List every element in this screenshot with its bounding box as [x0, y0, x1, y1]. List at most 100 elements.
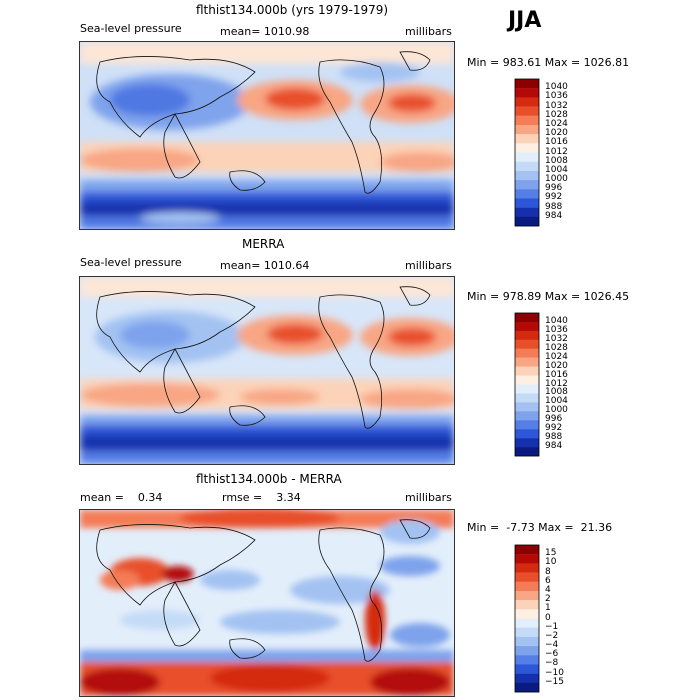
- panel-2-units-label: millibars: [405, 259, 452, 272]
- colorbar-swatch: [515, 636, 539, 647]
- colorbar-swatch: [515, 198, 539, 208]
- colorbar-swatch: [515, 590, 539, 601]
- colorbar-tick-label: 6: [545, 575, 551, 586]
- colorbar-swatch: [515, 618, 539, 628]
- colorbar-swatch: [515, 420, 539, 430]
- colorbar-tick-label: 1040: [545, 82, 568, 93]
- colorbar-swatch: [515, 180, 539, 190]
- colorbar-tick-label: 1020: [545, 360, 568, 371]
- colorbar-tick-label: 2: [545, 594, 551, 605]
- panel-2-colorbar: 1040 1036 1032 1028 1024 1020 1016 1012 1008 1004…: [514, 312, 568, 461]
- colorbar-tick-label: −8: [545, 658, 559, 669]
- colorbar-swatch: [515, 402, 539, 412]
- colorbar-swatch: [515, 655, 539, 665]
- colorbar-tick-label: 0: [545, 612, 551, 623]
- colorbar-swatch: [515, 143, 539, 153]
- colorbar-tick-label: 1024: [545, 118, 568, 129]
- colorbar-tick-label: 1004: [545, 164, 568, 175]
- colorbar-tick-label: 1016: [545, 369, 568, 380]
- colorbar-swatch: [515, 429, 539, 439]
- colorbar-swatch: [515, 170, 539, 181]
- colorbar-swatch: [515, 581, 539, 592]
- panel-2-variable-label: Sea-level pressure: [80, 256, 182, 269]
- colorbar-tick-label: 1000: [545, 405, 568, 416]
- colorbar-tick-label: 988: [545, 432, 563, 443]
- colorbar-tick-label: 1036: [545, 91, 568, 102]
- colorbar-tick-label: 1028: [545, 342, 568, 353]
- colorbar-swatch: [515, 207, 539, 218]
- colorbar-tick-label: −6: [545, 649, 559, 660]
- panel-3-map: [79, 509, 455, 697]
- panel-1-mean-label: mean= 1010.98: [220, 25, 310, 38]
- colorbar-swatch: [515, 411, 539, 421]
- colorbar-swatch: [515, 348, 539, 358]
- panel-1-units-label: millibars: [405, 25, 452, 38]
- colorbar-swatch: [515, 375, 539, 385]
- colorbar-tick-label: −2: [545, 630, 559, 641]
- panel-3-units-label: millibars: [405, 491, 452, 504]
- panel-1-colorbar: 1040 1036 1032 1028 1024 1020 1016 1012 1008 1004…: [514, 78, 568, 231]
- colorbar-swatch: [515, 393, 539, 403]
- colorbar-swatch: [515, 384, 539, 394]
- colorbar-swatch: [515, 646, 539, 656]
- panel-3-mean-label: mean = 0.34: [80, 491, 163, 504]
- colorbar-swatch: [515, 106, 539, 116]
- colorbar-swatch: [515, 673, 539, 684]
- colorbar-tick-label: 988: [545, 201, 563, 212]
- colorbar-swatch: [515, 161, 539, 172]
- colorbar-swatch: [515, 609, 539, 619]
- colorbar-tick-label: 4: [545, 584, 551, 595]
- colorbar-swatch: [515, 339, 539, 349]
- colorbar-tick-label: 15: [545, 548, 557, 559]
- colorbar-swatch: [515, 563, 539, 573]
- colorbar-swatch: [515, 627, 539, 638]
- colorbar-swatch: [515, 545, 539, 555]
- colorbar-tick-label: 1032: [545, 333, 568, 344]
- colorbar-tick-label: 992: [545, 423, 563, 434]
- panel-1-variable-label: Sea-level pressure: [80, 22, 182, 35]
- colorbar-swatch: [515, 189, 539, 199]
- colorbar-tick-label: 1020: [545, 128, 568, 139]
- colorbar-tick-label: 1036: [545, 324, 568, 335]
- panel-3-minmax: Min = -7.73 Max = 21.36: [467, 521, 613, 534]
- colorbar-tick-label: −1: [545, 621, 559, 632]
- colorbar-swatch: [515, 600, 539, 610]
- colorbar-swatch: [515, 321, 539, 332]
- colorbar-tick-label: 1008: [545, 155, 568, 166]
- colorbar-swatch: [515, 152, 539, 162]
- colorbar-swatch: [515, 216, 539, 227]
- colorbar-swatch: [515, 115, 539, 126]
- panel-2-title: MERRA: [242, 237, 285, 251]
- colorbar-tick-label: 984: [545, 441, 563, 452]
- colorbar-tick-label: 1012: [545, 378, 568, 389]
- panel-1-minmax: Min = 983.61 Max = 1026.81: [467, 56, 630, 69]
- colorbar-swatch: [515, 366, 539, 376]
- colorbar-tick-label: 1016: [545, 137, 568, 148]
- panel-3-colorbar: 15 10 8 6 4 2 1 0 −1 −2 −4 −6 −8 −10 −15: [514, 544, 564, 697]
- colorbar-swatch: [515, 572, 539, 582]
- colorbar-tick-label: 996: [545, 414, 563, 425]
- colorbar-swatch: [515, 554, 539, 564]
- panel-2-mean-label: mean= 1010.64: [220, 259, 310, 272]
- colorbar-tick-label: −15: [545, 676, 564, 687]
- panel-1-map: [79, 41, 455, 230]
- colorbar-swatch: [515, 357, 539, 367]
- colorbar-tick-label: 1024: [545, 351, 568, 362]
- panel-2-minmax: Min = 978.89 Max = 1026.45: [467, 290, 630, 303]
- colorbar-tick-label: 1028: [545, 109, 568, 120]
- colorbar-tick-label: 1012: [545, 146, 568, 157]
- colorbar-tick-label: 984: [545, 210, 563, 221]
- colorbar-tick-label: 1000: [545, 174, 568, 185]
- colorbar-tick-label: 992: [545, 192, 563, 203]
- panel-2-map: [79, 276, 455, 465]
- colorbar-tick-label: 1008: [545, 387, 568, 398]
- colorbar-swatch: [515, 682, 539, 693]
- colorbar-swatch: [515, 79, 539, 89]
- colorbar-swatch: [515, 313, 539, 323]
- colorbar-swatch: [515, 97, 539, 107]
- colorbar-tick-label: 8: [545, 566, 551, 577]
- colorbar-tick-label: 1004: [545, 396, 568, 407]
- colorbar-swatch: [515, 330, 539, 341]
- colorbar-tick-label: 1: [545, 603, 551, 614]
- colorbar-swatch: [515, 88, 539, 98]
